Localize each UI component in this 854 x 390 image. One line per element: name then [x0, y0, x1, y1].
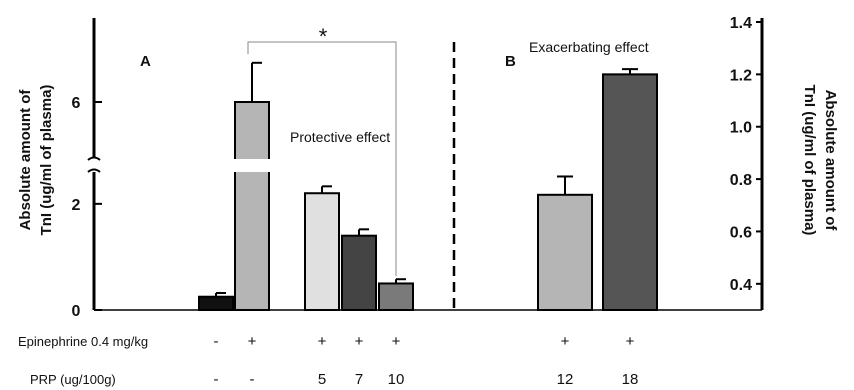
bar-a [378, 282, 414, 312]
left-ylabel-line1: Absolute amount of [17, 89, 34, 231]
axis-break-mark-bottom [87, 168, 101, 173]
significance-bracket [247, 41, 397, 276]
panel-label-b: B [505, 53, 516, 70]
epinephrine-value: + [318, 333, 327, 350]
prp-value: 12 [557, 371, 574, 388]
epinephrine-row-label: Epinephrine 0.4 mg/kg [18, 334, 148, 349]
right-y-tick-label: 1.0 [730, 120, 752, 137]
epinephrine-value: + [355, 333, 364, 350]
right-ylabel-line1: Absolute amount of [822, 90, 839, 232]
prp-value: - [250, 371, 255, 388]
right-y-tick-label: 0.4 [730, 277, 752, 294]
epinephrine-value: + [561, 333, 570, 350]
prp-value: 18 [622, 371, 639, 388]
bar-break-gap [232, 159, 272, 172]
right-y-tick-label: 0.8 [730, 172, 752, 189]
protective-effect-annotation: Protective effect [290, 129, 390, 145]
epinephrine-value: + [392, 333, 401, 350]
right-y-tick-label: 1.2 [730, 67, 752, 84]
left-y-tick-label: 6 [72, 95, 81, 112]
left-y-tick-label: 0 [72, 303, 81, 320]
right-y-tick-label: 1.4 [730, 15, 752, 32]
panel-label-a: A [140, 53, 151, 70]
prp-value: 10 [388, 371, 405, 388]
bar-b [537, 193, 593, 311]
prp-value: - [214, 371, 219, 388]
bar-a [198, 295, 234, 312]
bar-a [234, 101, 270, 311]
right-ylabel-line2: TnI (ug/ml of plasma) [801, 85, 818, 236]
prp-value: 5 [318, 371, 326, 388]
epinephrine-value: - [214, 333, 219, 350]
exacerbating-effect-annotation: Exacerbating effect [529, 39, 649, 55]
axis-break-mark-top [87, 156, 101, 161]
epinephrine-value: + [248, 333, 257, 350]
prp-value: 7 [355, 371, 363, 388]
bar-a [304, 192, 340, 312]
epinephrine-value: + [626, 333, 635, 350]
right-y-tick-label: 0.6 [730, 224, 752, 241]
left-y-tick-label: 2 [72, 197, 81, 214]
significance-star: * [319, 24, 328, 49]
bar-b [602, 73, 658, 312]
prp-row-label: PRP (ug/100g) [30, 372, 116, 387]
bar-a [341, 234, 377, 311]
left-ylabel-line2: TnI (ug/ml of plasma) [38, 85, 55, 236]
